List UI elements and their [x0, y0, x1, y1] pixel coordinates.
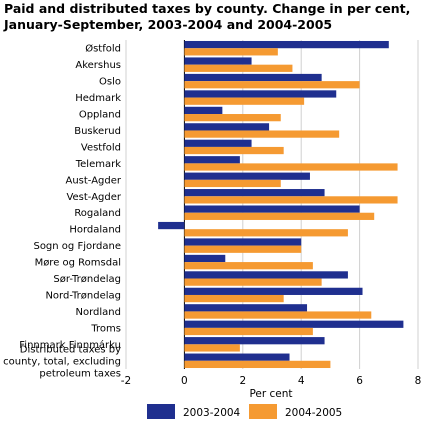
bars	[158, 40, 404, 369]
category-label: Hedmark	[75, 93, 121, 104]
x-tick-label: 8	[415, 375, 422, 387]
category-label: Nordland	[76, 307, 121, 318]
bar-2003-2004-11	[184, 205, 360, 213]
bar-2003-2004-16	[184, 287, 363, 295]
bar-2003-2004-15	[184, 271, 348, 279]
category-label: Oppland	[79, 110, 121, 121]
category-label: Aust-Agder	[66, 175, 122, 186]
category-label: Rogaland	[74, 208, 121, 219]
bar-2004-2005-10	[184, 196, 398, 204]
bar-2003-2004-5	[184, 106, 223, 115]
bar-2004-2005-18	[184, 327, 313, 336]
bar-2004-2005-17	[184, 311, 372, 319]
bar-2004-2005-14	[184, 262, 313, 270]
bar-2004-2005-7	[184, 146, 284, 155]
bar-2004-2005-8	[184, 163, 398, 171]
category-label: Oslo	[99, 77, 121, 88]
category-label: Buskerud	[74, 126, 121, 137]
category-label: Vestfold	[81, 142, 121, 153]
x-tick-label: -2	[121, 375, 131, 387]
x-axis-label: Per cent	[249, 388, 292, 400]
bar-2004-2005-19	[184, 344, 240, 352]
bar-2003-2004-20	[184, 353, 290, 361]
category-label: petroleum taxes	[39, 368, 121, 379]
category-label: Finnmark Finnmárku	[19, 339, 121, 351]
category-labels: Østfold Akershus Oslo Hedmark Oppland Buskeru…	[3, 43, 122, 380]
bar-2004-2005-6	[184, 130, 340, 138]
category-label: county, total, excluding	[3, 356, 121, 367]
bar-2004-2005-16	[184, 294, 284, 303]
legend-label-2003-2004: 2003-2004	[183, 407, 241, 419]
bar-2004-2005-3	[184, 81, 360, 89]
bar-2003-2004-12	[158, 221, 185, 230]
bar-2003-2004-17	[184, 304, 308, 312]
legend-swatch-2004-2005	[249, 404, 277, 419]
x-tick-labels: -2 0 2 4 6 8	[121, 375, 422, 387]
x-tick-label: 6	[356, 375, 363, 387]
bar-2004-2005-15	[184, 278, 322, 286]
bar-2003-2004-13	[184, 238, 302, 246]
bar-2004-2005-11	[184, 212, 375, 220]
bar-2003-2004-18	[184, 320, 404, 328]
bar-2003-2004-1	[184, 40, 389, 49]
bar-2003-2004-19	[184, 337, 325, 345]
bar-2003-2004-14	[184, 254, 226, 263]
category-label: Hordaland	[69, 225, 121, 236]
bar-2004-2005-20	[184, 360, 331, 369]
legend-swatch-2003-2004	[147, 404, 175, 419]
category-label: Nord-Trøndelag	[45, 290, 121, 301]
legend-label-2004-2005: 2004-2005	[285, 407, 342, 419]
chart-title: Paid and distributed taxes by county. Ch…	[4, 1, 411, 32]
category-label: Telemark	[75, 159, 121, 170]
bar-2004-2005-13	[184, 245, 302, 253]
bar-2003-2004-4	[184, 90, 337, 98]
category-label: Akershus	[75, 60, 121, 71]
grid-lines	[125, 40, 419, 369]
x-tick-label: 0	[181, 375, 188, 387]
bar-2003-2004-7	[184, 139, 252, 147]
category-label: Vest-Agder	[66, 192, 121, 203]
bar-2003-2004-8	[184, 156, 240, 164]
category-label: Møre og Romsdal	[35, 258, 121, 269]
bar-2004-2005-4	[184, 97, 305, 105]
bar-2003-2004-6	[184, 123, 270, 131]
bar-2003-2004-9	[184, 172, 310, 180]
bar-2003-2004-2	[184, 57, 252, 65]
bar-2003-2004-10	[184, 189, 325, 197]
bar-2004-2005-12	[184, 229, 348, 237]
bar-2004-2005-9	[184, 179, 281, 188]
x-tick-label: 4	[298, 375, 305, 387]
bar-2004-2005-1	[184, 48, 278, 56]
x-tick-label: 2	[239, 375, 246, 387]
bar-2003-2004-3	[184, 73, 322, 82]
category-label: Troms	[90, 323, 121, 334]
category-label: Sogn og Fjordane	[33, 241, 121, 252]
category-label: Distributed taxes by	[20, 344, 121, 355]
bar-2004-2005-5	[184, 114, 281, 122]
category-label: Østfold	[85, 43, 121, 55]
bar-2004-2005-2	[184, 64, 293, 72]
legend: 2003-2004 2004-2005	[147, 404, 342, 419]
category-label: Sør-Trøndelag	[53, 274, 121, 285]
